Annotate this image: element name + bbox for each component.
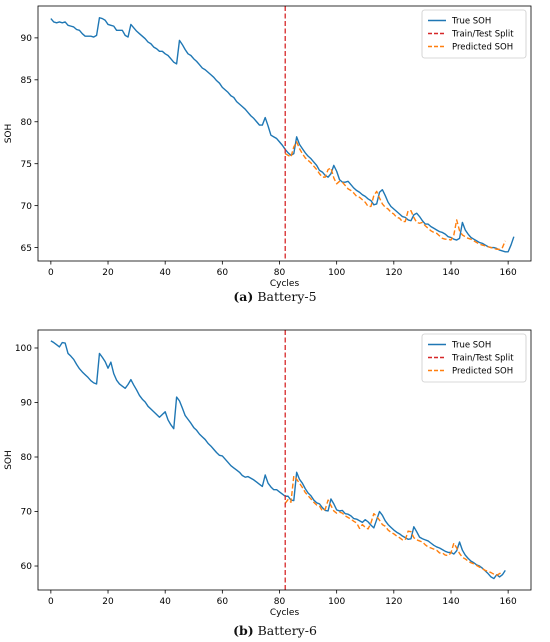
chart-battery-5: 0 20 40 60 80 100 120 140 160 65 70 75 80 85 90 Cycles S… — [4, 5, 532, 288]
caption-battery-5: (a) Battery-5 — [0, 289, 550, 304]
y-axis-label: SOH — [4, 124, 14, 144]
x-tick-label: 120 — [385, 268, 402, 278]
x-tick-label: 160 — [500, 268, 517, 278]
chart-panel-battery-5: 0 20 40 60 80 100 120 140 160 65 70 75 80 85 90 Cycles S… — [0, 0, 550, 318]
caption-battery-6: (b) Battery-6 — [0, 623, 550, 638]
y-tick-label: 70 — [21, 202, 33, 212]
legend: True SOH Train/Test Split Predicted SOH — [421, 9, 527, 59]
plot-frame — [37, 5, 532, 262]
x-tick-label: 100 — [328, 268, 345, 278]
y-tick-label: 80 — [21, 453, 33, 463]
x-tick-label: 40 — [159, 597, 171, 607]
x-tick-label: 20 — [102, 597, 114, 607]
true-soh-line — [50, 17, 515, 253]
x-tick-label: 40 — [159, 268, 171, 278]
x-axis-label: Cycles — [270, 279, 300, 288]
x-tick-label: 80 — [274, 268, 286, 278]
caption-label: (b) — [233, 623, 254, 638]
y-tick-label: 90 — [21, 34, 33, 44]
y-tick-label: 75 — [21, 160, 32, 170]
x-tick-label: 0 — [48, 268, 54, 278]
legend: True SOH Train/Test Split Predicted SOH — [421, 333, 527, 383]
true-soh-line — [50, 340, 506, 580]
caption-text: Battery-6 — [257, 623, 317, 638]
legend-label-predicted-soh: Predicted SOH — [452, 43, 513, 53]
x-tick-label: 140 — [442, 597, 459, 607]
x-tick-label: 0 — [48, 597, 54, 607]
y-tick-label: 80 — [21, 118, 33, 128]
y-tick-label: 100 — [15, 344, 32, 354]
y-tick-label: 85 — [21, 76, 32, 86]
y-tick-label: 60 — [21, 562, 33, 572]
legend-label-train-test-split: Train/Test Split — [451, 354, 514, 364]
predicted-soh-line — [284, 475, 503, 576]
chart-battery-6: 0 20 40 60 80 100 120 140 160 60 70 80 90 100 Cycles SO… — [4, 329, 532, 618]
legend-label-train-test-split: Train/Test Split — [451, 30, 514, 40]
legend-label-true-soh: True SOH — [451, 17, 491, 27]
chart-panel-battery-6: 0 20 40 60 80 100 120 140 160 60 70 80 90 100 Cycles SO… — [0, 318, 550, 642]
x-tick-label: 140 — [442, 268, 459, 278]
x-tick-label: 160 — [500, 597, 517, 607]
legend-label-true-soh: True SOH — [451, 341, 491, 351]
y-tick-label: 70 — [21, 508, 33, 518]
caption-text: Battery-5 — [257, 289, 317, 304]
y-tick-label: 65 — [21, 244, 32, 254]
x-tick-label: 20 — [102, 268, 114, 278]
legend-box — [421, 333, 527, 383]
x-axis-label: Cycles — [270, 608, 300, 618]
x-tick-label: 60 — [217, 597, 229, 607]
caption-label: (a) — [233, 289, 254, 304]
plot-frame — [37, 329, 532, 591]
x-tick-label: 60 — [217, 268, 229, 278]
legend-box — [421, 9, 527, 59]
x-tick-label: 80 — [274, 597, 286, 607]
legend-label-predicted-soh: Predicted SOH — [452, 367, 513, 377]
x-tick-label: 100 — [328, 597, 345, 607]
y-tick-label: 90 — [21, 399, 33, 409]
x-tick-label: 120 — [385, 597, 402, 607]
predicted-soh-line — [284, 141, 506, 250]
y-axis-label: SOH — [4, 450, 14, 470]
